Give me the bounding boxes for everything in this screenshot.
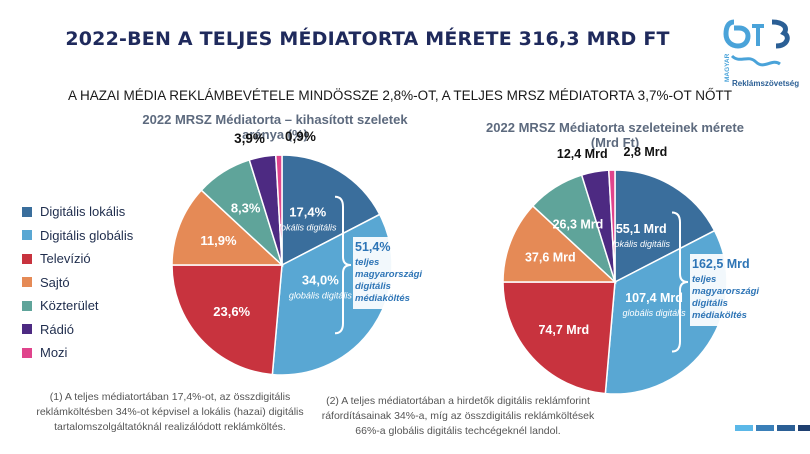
chart-1-title: 2022 MRSZ Médiatorta – kihasított szelet… xyxy=(125,112,425,142)
callout-box xyxy=(353,237,431,309)
corner-decoration xyxy=(735,425,810,431)
pie-slice xyxy=(607,169,616,283)
pie-slice xyxy=(502,204,617,283)
legend-swatch xyxy=(22,206,32,217)
slice-sublabel: lokális digitális xyxy=(612,239,670,249)
data-label: 37,6 Mrd xyxy=(525,251,576,265)
callout-text: teljes xyxy=(355,257,379,268)
footnote-2: (2) A teljes médiatortában a hirdetők di… xyxy=(318,394,598,439)
callout-text: médiaköltés xyxy=(692,310,747,321)
corner-bar xyxy=(756,425,774,431)
pie-slice xyxy=(580,169,616,283)
legend-label: Mozi xyxy=(40,345,68,361)
pie-slice xyxy=(281,154,381,267)
legend-swatch xyxy=(22,347,32,358)
legend-item: Mozi xyxy=(22,341,133,365)
legend-item: Közterület xyxy=(22,294,133,318)
legend-swatch xyxy=(22,277,32,288)
legend-item: Televízió xyxy=(22,247,133,271)
callout-text: médiaköltés xyxy=(355,293,410,304)
digital-bracket xyxy=(334,195,352,335)
pie-slice xyxy=(502,281,616,395)
data-label: 11,9% xyxy=(200,233,237,248)
slice-sublabel: lokális digitális xyxy=(279,223,337,233)
callout-value: 162,5 Mrd xyxy=(692,257,750,271)
legend-swatch xyxy=(22,230,32,241)
callout-text: magyarországi xyxy=(692,286,759,297)
legend-label: Digitális lokális xyxy=(40,204,126,220)
pie-slice xyxy=(604,229,728,395)
slice-sublabel: globális digitális xyxy=(289,291,353,301)
pie-slice xyxy=(248,154,283,266)
chart-1-title-line1: 2022 MRSZ Médiatorta – kihasított szelet… xyxy=(142,112,408,127)
footnote-2-line: ráfordításainak 34%-a, míg az összdigitá… xyxy=(321,410,595,422)
chart-2-title: 2022 MRSZ Médiatorta szeleteinek mérete … xyxy=(450,120,780,150)
legend-item: Digitális globális xyxy=(22,224,133,248)
corner-bar xyxy=(798,425,810,431)
pie-slice xyxy=(171,264,283,376)
pie-slice xyxy=(171,189,284,266)
callout-box xyxy=(690,254,774,326)
legend-item: Digitális lokális xyxy=(22,200,133,224)
subtitle: A HAZAI MÉDIA REKLÁMBEVÉTELE MINDÖSSZE 2… xyxy=(68,88,732,103)
logo-mark-3 xyxy=(771,19,790,49)
slice-sublabel: globális digitális xyxy=(623,308,687,318)
legend-label: Televízió xyxy=(40,251,91,267)
legend-swatch xyxy=(22,324,32,335)
data-label: 26,3 Mrd xyxy=(553,217,604,231)
data-label: 55,1 Mrd xyxy=(616,222,667,236)
legend-swatch xyxy=(22,300,32,311)
page-title: 2022-BEN A TELJES MÉDIATORTA MÉRETE 316,… xyxy=(65,28,670,50)
footnote-1-line: reklámköltésben 34%-ot képvisel a lokáli… xyxy=(36,406,304,418)
callout-value: 51,4% xyxy=(355,240,390,254)
logo-mark-1 xyxy=(723,19,751,49)
pie-slice xyxy=(271,213,393,376)
legend-label: Digitális globális xyxy=(40,227,134,243)
legend-item: Sajtó xyxy=(22,271,133,295)
mrsz-logo: MAGYAR Reklámszövetség xyxy=(723,19,799,88)
pie-slice xyxy=(614,169,716,284)
legend-label: Közterület xyxy=(40,298,99,314)
pie-slice xyxy=(274,154,283,266)
logo-vertical-text: MAGYAR xyxy=(724,53,731,82)
callout-text: teljes xyxy=(692,274,716,285)
data-label: 34,0% xyxy=(302,273,339,288)
digital-bracket xyxy=(671,211,689,353)
chart-2-title-line2: (Mrd Ft) xyxy=(590,135,640,150)
footnote-2-line: 66%-a globális digitális techcégeknél la… xyxy=(355,425,561,437)
callout-text: digitális xyxy=(692,298,728,309)
legend-item: Rádió xyxy=(22,318,133,342)
footnote-1-line: (1) A teljes médiatortában 17,4%-ot, az … xyxy=(49,391,291,403)
legend-label: Rádió xyxy=(40,321,74,337)
logo-mark-2 xyxy=(752,24,764,46)
footnote-2-line: (2) A teljes médiatortában a hirdetők di… xyxy=(326,395,590,407)
legend: Digitális lokális Digitális globális Tel… xyxy=(22,200,133,365)
pie-slice xyxy=(200,159,284,268)
data-label: 8,3% xyxy=(231,200,261,215)
data-label: 107,4 Mrd xyxy=(625,291,683,305)
legend-swatch xyxy=(22,253,32,264)
pie-slice xyxy=(531,174,617,285)
chart-2-title-line1: 2022 MRSZ Médiatorta szeleteinek mérete xyxy=(486,120,744,135)
logo-wave xyxy=(730,54,781,67)
callout-text: digitális xyxy=(355,281,391,292)
footnote-1: (1) A teljes médiatortában 17,4%-ot, az … xyxy=(30,390,310,435)
legend-label: Sajtó xyxy=(40,274,70,290)
corner-bar xyxy=(735,425,753,431)
footnote-1-line: tartalomszolgáltatóknál realizálódott re… xyxy=(54,421,286,433)
data-label: 74,7 Mrd xyxy=(538,323,589,337)
chart-1-title-line2: aránya (%) xyxy=(242,127,308,142)
callout-text: magyarországi xyxy=(355,269,422,280)
data-label: 17,4% xyxy=(289,205,326,220)
data-label: 23,6% xyxy=(213,304,250,319)
logo-text: Reklámszövetség xyxy=(732,79,799,88)
corner-bar xyxy=(777,425,795,431)
